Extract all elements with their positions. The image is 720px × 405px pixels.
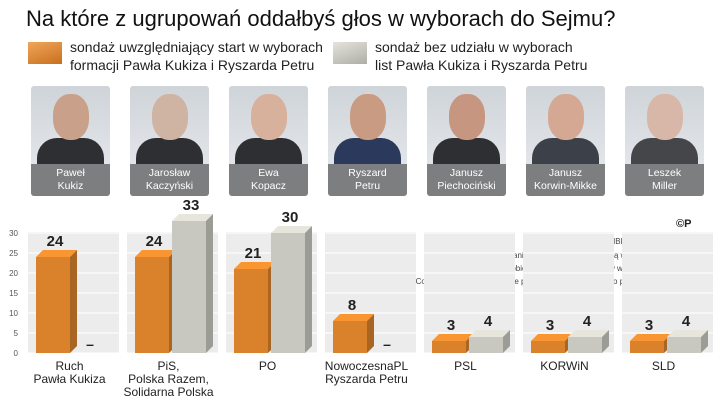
bar-side [602,330,609,353]
bar [469,337,503,353]
data-label: 4 [583,313,592,330]
data-label: 8 [348,297,356,314]
bar-side [367,314,374,353]
bar [568,337,602,353]
legend-label-with-kukiz-petru: sondaż uwzględniający start w wyborach f… [70,39,323,73]
bar [135,257,169,353]
portrait-kaczynski: Jarosław Kaczyński [130,86,209,196]
portrait-name: Ewa Kopacz [229,164,308,196]
bar [531,341,565,353]
bar-side [206,214,213,353]
portrait-name: Janusz Korwin-Mikke [526,164,605,196]
bar-side [466,334,473,353]
bar-side [305,226,312,353]
data-label: 4 [682,313,691,330]
data-label: – [383,336,391,352]
bar-top [172,214,213,221]
portrait-piechocinski: Janusz Piechociński [427,86,506,196]
bar-side [701,330,708,353]
portrait-kukiz: Paweł Kukiz [31,86,110,196]
bar [271,233,305,353]
chart-column-panel [28,232,119,353]
data-label: 3 [447,317,455,334]
bar-top [568,330,609,337]
category-label: PSL [454,359,477,373]
chart-column-panel [127,232,218,353]
bar [432,341,466,353]
sample-note: na próbie 1100 dorosłych Polaków w dn. 5… [493,264,710,273]
category-label: SLD [652,359,676,373]
data-label: 4 [484,313,493,330]
portrait-korwin-mikke: Janusz Korwin-Mikke [526,86,605,196]
page-title: Na które z ugrupowań oddałbyś głos w wyb… [26,6,616,31]
legend-item-without-kukiz-petru: sondaż bez udziału w wyborach list Pawła… [333,38,587,74]
legend-label-without-kukiz-petru: sondaż bez udziału w wyborach list Pawła… [375,39,588,73]
portrait-name: Ryszard Petru [328,164,407,196]
data-label: 24 [146,233,163,250]
legend-item-with-kukiz-petru: sondaż uwzględniający start w wyborach f… [28,38,323,74]
portrait-petru: Ryszard Petru [328,86,407,196]
bar [667,337,701,353]
undecided-note: Co dziesiąty ankietowany nie podjął jesz… [415,277,710,286]
y-tick-label: 30 [9,229,18,238]
category-label: KORWiN [540,359,588,373]
bar-top [630,334,671,341]
method-note: badanie przeprowadzono metodą wywiadów t… [499,251,710,260]
bar-top [271,226,312,233]
source-note: źródło: IBRiS dla „Rzeczpospolitej” [586,237,710,246]
legend-swatch-orange [28,42,62,64]
data-label: 24 [47,233,64,250]
portrait-kopacz: Ewa Kopacz [229,86,308,196]
chart-column-panel [226,232,317,353]
portrait-name: Janusz Piechociński [427,164,506,196]
portrait-name: Leszek Miller [625,164,704,196]
y-tick-label: 10 [9,309,18,318]
y-tick-label: 0 [14,349,19,358]
portrait-name: Jarosław Kaczyński [130,164,209,196]
portrait-name: Paweł Kukiz [31,164,110,196]
bar-top [234,262,275,269]
data-label: – [86,336,94,352]
y-tick-label: 15 [9,289,18,298]
data-label: 3 [546,317,554,334]
category-label: PiS, Polska Razem, Solidarna Polska [123,359,213,399]
y-tick-label: 25 [9,249,18,258]
bar-top [333,314,374,321]
bar [333,321,367,353]
data-label: 21 [245,245,262,262]
chart-column-panel [325,232,416,353]
data-label: 33 [183,197,200,214]
bar-top [36,250,77,257]
bar [36,257,70,353]
y-tick-label: 20 [9,269,18,278]
category-label: Ruch Pawła Kukiza [33,359,105,386]
legend-swatch-gray [333,42,367,64]
bar [234,269,268,353]
bar-top [135,250,176,257]
bar [630,341,664,353]
data-label: 30 [282,209,299,226]
bar-side [503,330,510,353]
copyright-icon: ©P [676,218,692,230]
bar-top [531,334,572,341]
bar-side [169,250,176,353]
y-tick-label: 5 [14,329,19,338]
data-label: 3 [645,317,653,334]
bar [172,221,206,353]
bar-top [667,330,708,337]
portrait-miller: Leszek Miller [625,86,704,196]
category-label: NowoczesnaPL Ryszarda Petru [325,359,409,386]
bar-top [469,330,510,337]
bar-side [565,334,572,353]
bar-side [70,250,77,353]
bar-side [664,334,671,353]
category-label: PO [259,359,276,373]
bar-side [268,262,275,353]
bar-top [432,334,473,341]
